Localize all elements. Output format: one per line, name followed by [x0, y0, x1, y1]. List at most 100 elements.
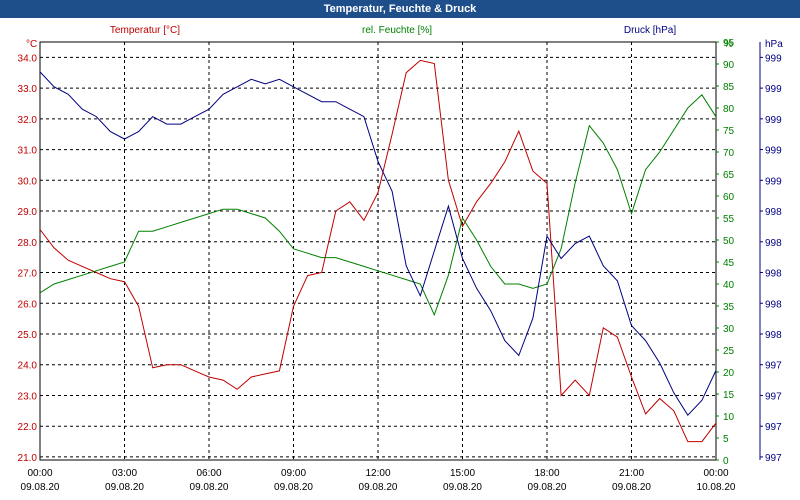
data-point-temperature: [631, 376, 632, 377]
data-point-temperature: [687, 441, 688, 442]
data-point-humidity: [124, 261, 125, 262]
y-tick-temperature: 29.0: [18, 207, 38, 218]
data-point-pressure: [476, 288, 477, 289]
y-tick-humidity: 10: [723, 412, 735, 423]
y-tick-temperature: 34.0: [18, 53, 38, 64]
data-point-pressure: [715, 370, 716, 371]
y-tick-humidity: 90: [723, 60, 735, 71]
x-tick-date: 10.08.20: [697, 482, 736, 493]
y-tick-temperature: 26.0: [18, 299, 38, 310]
data-point-pressure: [251, 79, 252, 80]
data-point-pressure: [307, 94, 308, 95]
data-point-humidity: [589, 125, 590, 126]
data-point-humidity: [603, 143, 604, 144]
data-point-pressure: [222, 94, 223, 95]
data-point-temperature: [673, 410, 674, 411]
data-point-temperature: [166, 364, 167, 365]
y-tick-temperature: 28.0: [18, 238, 38, 249]
data-point-pressure: [575, 243, 576, 244]
y-tick-temperature: 33.0: [18, 84, 38, 95]
data-point-temperature: [589, 395, 590, 396]
data-point-pressure: [589, 235, 590, 236]
x-tick-time: 06:00: [196, 468, 221, 479]
data-point-pressure: [406, 265, 407, 266]
data-point-pressure: [180, 124, 181, 125]
x-tick-date: 09.08.20: [443, 482, 482, 493]
y-tick-temperature: 27.0: [18, 269, 38, 280]
data-point-temperature: [293, 306, 294, 307]
data-point-humidity: [180, 222, 181, 223]
data-point-pressure: [53, 86, 54, 87]
data-point-humidity: [560, 248, 561, 249]
data-point-pressure: [138, 131, 139, 132]
data-point-pressure: [265, 83, 266, 84]
data-point-temperature: [575, 379, 576, 380]
data-point-temperature: [152, 367, 153, 368]
y-unit-temperature: °C: [26, 39, 37, 50]
x-tick-date: 09.08.20: [612, 482, 651, 493]
data-point-pressure: [194, 116, 195, 117]
data-point-temperature: [490, 183, 491, 184]
series-line-humidity: [39, 94, 717, 317]
data-point-pressure: [546, 235, 547, 236]
x-tick-time: 15:00: [450, 468, 475, 479]
legend-humidity: rel. Feuchte [%]: [362, 25, 432, 36]
data-point-humidity: [251, 213, 252, 214]
y-tick-humidity: 65: [723, 170, 735, 181]
y-tick-temperature: 32.0: [18, 115, 38, 126]
x-tick-date: 09.08.20: [105, 482, 144, 493]
data-point-humidity: [701, 94, 702, 95]
data-point-humidity: [448, 275, 449, 276]
data-point-pressure: [391, 191, 392, 192]
data-point-pressure: [279, 79, 280, 80]
data-point-humidity: [138, 231, 139, 232]
y-unit-pressure: hPa: [765, 39, 783, 50]
y-tick-humidity: 25: [723, 346, 735, 357]
data-point-humidity: [222, 209, 223, 210]
data-point-humidity: [406, 279, 407, 280]
y-tick-pressure: 998: [765, 299, 782, 310]
data-point-pressure: [420, 295, 421, 296]
data-point-temperature: [476, 201, 477, 202]
y-tick-temperature: 24.0: [18, 361, 38, 372]
data-point-humidity: [532, 288, 533, 289]
data-point-humidity: [518, 283, 519, 284]
data-point-humidity: [194, 217, 195, 218]
data-point-pressure: [603, 265, 604, 266]
data-point-temperature: [237, 389, 238, 390]
data-point-humidity: [490, 266, 491, 267]
data-point-pressure: [448, 206, 449, 207]
data-point-pressure: [96, 116, 97, 117]
data-point-humidity: [575, 182, 576, 183]
data-point-temperature: [617, 336, 618, 337]
data-point-temperature: [180, 364, 181, 365]
data-point-humidity: [96, 270, 97, 271]
y-tick-humidity: 5: [723, 434, 729, 445]
data-point-temperature: [110, 278, 111, 279]
data-point-pressure: [560, 258, 561, 259]
y-tick-pressure: 998: [765, 207, 782, 218]
data-point-humidity: [279, 231, 280, 232]
data-point-pressure: [631, 325, 632, 326]
data-point-temperature: [434, 63, 435, 64]
y-tick-humidity: 15: [723, 390, 735, 401]
data-point-temperature: [82, 266, 83, 267]
data-point-humidity: [617, 169, 618, 170]
series-line-pressure: [39, 71, 717, 417]
data-point-temperature: [124, 281, 125, 282]
data-point-humidity: [377, 270, 378, 271]
data-point-temperature: [462, 226, 463, 227]
y-tick-pressure: 997: [765, 361, 782, 372]
data-point-temperature: [504, 161, 505, 162]
data-point-pressure: [166, 124, 167, 125]
data-point-humidity: [82, 275, 83, 276]
data-point-humidity: [645, 169, 646, 170]
data-point-pressure: [462, 258, 463, 259]
y-tick-temperature: 23.0: [18, 391, 38, 402]
data-point-temperature: [448, 180, 449, 181]
data-point-pressure: [321, 101, 322, 102]
data-point-temperature: [349, 201, 350, 202]
data-point-pressure: [68, 94, 69, 95]
y-tick-humidity: 55: [723, 214, 735, 225]
